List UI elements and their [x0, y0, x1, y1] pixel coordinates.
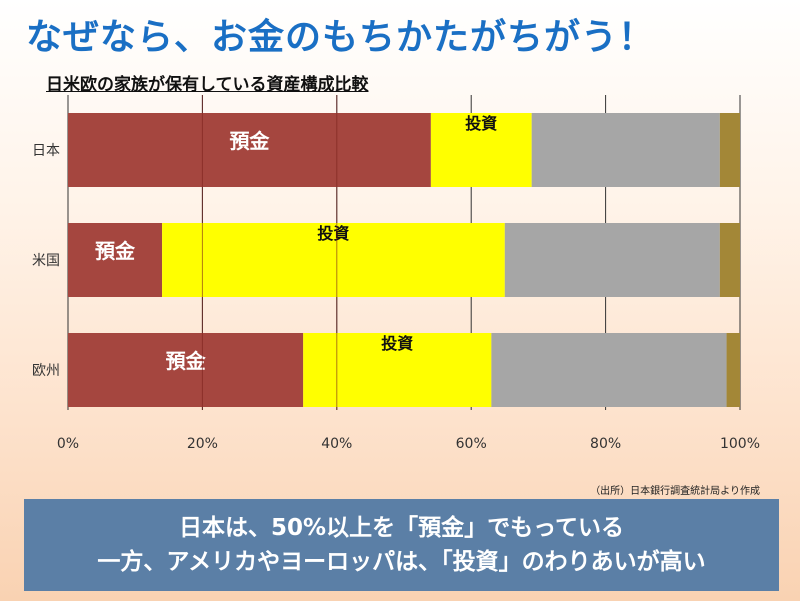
chart-title: 日米欧の家族が保有している資産構成比較: [46, 75, 369, 95]
headline: なぜなら、お金のもちかたがちがう！: [26, 17, 656, 58]
bar-segment: [430, 113, 532, 187]
bar-segment: [719, 113, 740, 187]
source-note: （出所）日本銀行調査統計局より作成: [590, 486, 760, 497]
bar-segment: [491, 333, 727, 407]
bar-data-label: 預金: [95, 239, 136, 263]
category-label: 米国: [32, 253, 60, 269]
bar-segment: [68, 113, 431, 187]
category-label: 欧州: [32, 363, 60, 379]
bar-data-label: 預金: [166, 349, 207, 373]
category-label: 日本: [32, 143, 60, 159]
bar-segment: [726, 333, 740, 407]
bar-segment: [303, 333, 492, 407]
bar-segment: [68, 223, 163, 297]
bar-data-label: 投資: [465, 114, 497, 133]
x-tick-label: 60%: [456, 436, 487, 452]
conclusion-line-1: 日本は、50%以上を「預金」でもっている: [179, 515, 624, 541]
bar-data-label: 投資: [317, 224, 349, 243]
bar-segment: [504, 223, 720, 297]
bar-data-label: 投資: [381, 334, 413, 353]
bar-data-label: 預金: [229, 129, 270, 153]
conclusion-banner: 日本は、50%以上を「預金」でもっている 一方、アメリカやヨーロッパは、「投資」…: [24, 499, 779, 591]
x-tick-label: 80%: [590, 436, 621, 452]
x-tick-label: 0%: [57, 436, 79, 452]
bar-segment: [68, 333, 304, 407]
bar-segment: [162, 223, 505, 297]
conclusion-line-2: 一方、アメリカやヨーロッパは、「投資」のわりあいが高い: [97, 549, 706, 575]
bar-segment: [531, 113, 720, 187]
x-tick-label: 100%: [720, 436, 760, 452]
x-tick-label: 20%: [187, 436, 218, 452]
x-tick-label: 40%: [321, 436, 352, 452]
bar-segment: [719, 223, 740, 297]
